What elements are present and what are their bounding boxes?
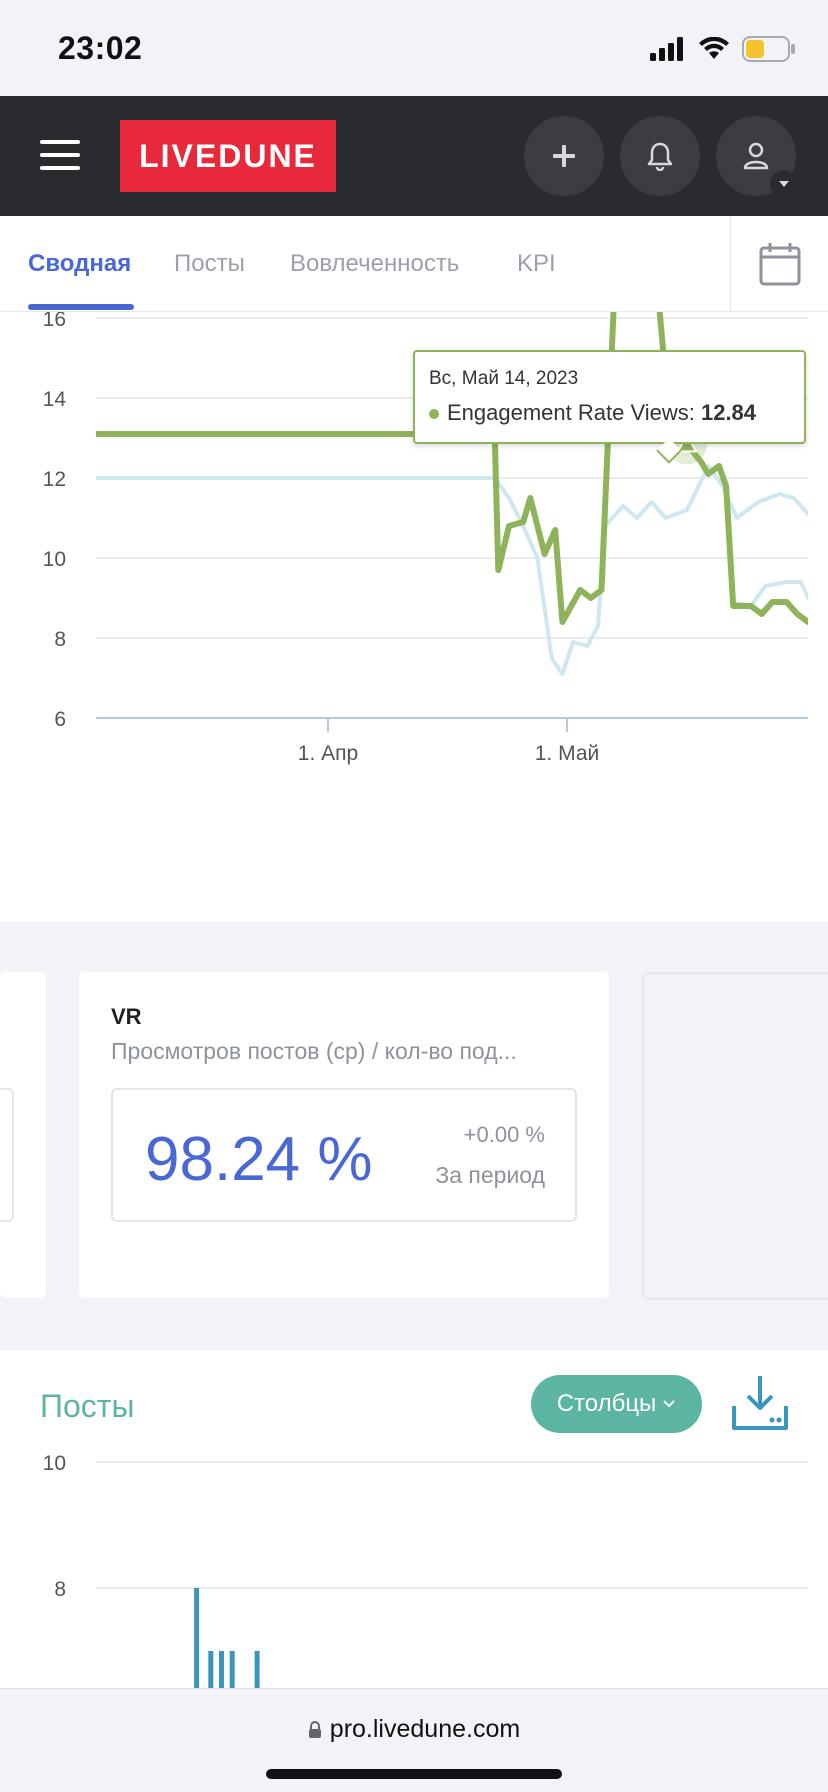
y-tick-label: 12 bbox=[43, 468, 66, 491]
posts-title: Посты bbox=[40, 1388, 135, 1424]
bell-icon bbox=[647, 142, 673, 171]
tooltip-value: 12.84 bbox=[700, 400, 757, 425]
chart-type-dropdown[interactable]: Столбцы bbox=[531, 1375, 702, 1433]
post-bar bbox=[219, 1651, 224, 1690]
tooltip-series-line: Engagement Rate Views: 12.84 bbox=[429, 400, 756, 426]
app-header: LIVEDUNE bbox=[0, 96, 828, 216]
status-icons bbox=[650, 34, 796, 64]
comparison-line bbox=[96, 464, 808, 676]
tooltip-series-label: Engagement Rate Views: bbox=[447, 400, 701, 425]
wifi-icon bbox=[699, 37, 729, 59]
chart-tooltip: Вс, Май 14, 2023 Engagement Rate Views: … bbox=[413, 350, 806, 444]
date-range-button[interactable] bbox=[730, 216, 828, 312]
caret-down-icon bbox=[779, 181, 789, 187]
metric-title: VR bbox=[111, 1004, 142, 1029]
chevron-down-icon bbox=[663, 1400, 676, 1408]
browser-url-bar[interactable]: pro.livedune.com bbox=[0, 1688, 828, 1792]
lock-icon bbox=[308, 1721, 321, 1739]
battery-icon bbox=[742, 36, 795, 62]
post-bar bbox=[194, 1588, 200, 1690]
engagement-rate-chart[interactable]: 16 14 12 10 8 6 1. Апр 1. Май bbox=[0, 312, 828, 922]
metric-value: 98.24 % bbox=[145, 1125, 373, 1194]
menu-icon[interactable] bbox=[40, 140, 80, 170]
y-tick-label: 8 bbox=[54, 1578, 66, 1601]
status-time: 23:02 bbox=[58, 30, 143, 66]
metric-value-box: 98.24 % +0.00 % За период bbox=[111, 1088, 577, 1222]
y-tick-label: 10 bbox=[43, 548, 66, 571]
home-indicator[interactable] bbox=[266, 1769, 562, 1779]
post-bar bbox=[254, 1651, 260, 1690]
add-button[interactable] bbox=[524, 116, 604, 196]
status-bar: 23:02 bbox=[0, 0, 828, 96]
tooltip-date: Вс, Май 14, 2023 bbox=[429, 368, 579, 389]
plus-icon bbox=[553, 145, 575, 167]
post-bar bbox=[229, 1651, 235, 1690]
metric-card-vr[interactable]: VR Просмотров постов (ср) / кол-во под..… bbox=[79, 972, 609, 1298]
metric-card-next[interactable] bbox=[642, 972, 828, 1300]
y-tick-label: 8 bbox=[54, 628, 66, 651]
y-tick-label: 14 bbox=[43, 388, 67, 411]
calendar-icon bbox=[759, 243, 800, 286]
metric-subtitle: Просмотров постов (ср) / кол-во под... bbox=[111, 1038, 517, 1064]
x-tick-label: 1. Апр bbox=[298, 742, 358, 765]
profile-dropdown-button[interactable] bbox=[770, 170, 798, 198]
tab-summary[interactable]: Сводная bbox=[28, 250, 132, 277]
user-icon bbox=[743, 142, 769, 170]
x-tick-label: 1. Май bbox=[535, 742, 600, 765]
signal-icon bbox=[650, 37, 683, 61]
engagement-chart-card: 16 14 12 10 8 6 1. Апр 1. Май Вс, Май 14, 2023 … bbox=[0, 312, 828, 922]
section-tabs: Сводная Посты Вовлеченность KPI bbox=[0, 216, 828, 312]
series-dot-icon bbox=[429, 409, 439, 420]
metric-delta: +0.00 % bbox=[463, 1122, 545, 1147]
tab-posts[interactable]: Посты bbox=[174, 250, 245, 277]
url-display[interactable]: pro.livedune.com bbox=[0, 1715, 828, 1744]
posts-bar-chart[interactable]: 10 8 bbox=[0, 1350, 828, 1690]
y-tick-label: 10 bbox=[43, 1452, 66, 1475]
tab-kpi[interactable]: KPI bbox=[517, 250, 556, 277]
active-tab-indicator bbox=[28, 304, 134, 310]
y-tick-label: 16 bbox=[43, 312, 66, 331]
download-icon bbox=[732, 1376, 788, 1430]
metric-card-previous-box bbox=[0, 1088, 14, 1222]
download-button[interactable] bbox=[730, 1372, 790, 1434]
post-bar bbox=[208, 1651, 214, 1690]
engagement-rate-views-line bbox=[96, 312, 808, 625]
metric-period: За период bbox=[435, 1162, 545, 1188]
y-tick-label: 6 bbox=[54, 708, 66, 731]
tab-engagement[interactable]: Вовлеченность bbox=[290, 250, 460, 277]
posts-chart-card: 10 8 Посты Столбцы bbox=[0, 1350, 828, 1690]
livedune-logo[interactable]: LIVEDUNE bbox=[120, 120, 336, 192]
chart-type-label: Столбцы bbox=[556, 1390, 657, 1417]
url-text: pro.livedune.com bbox=[329, 1715, 521, 1743]
notifications-button[interactable] bbox=[620, 116, 700, 196]
